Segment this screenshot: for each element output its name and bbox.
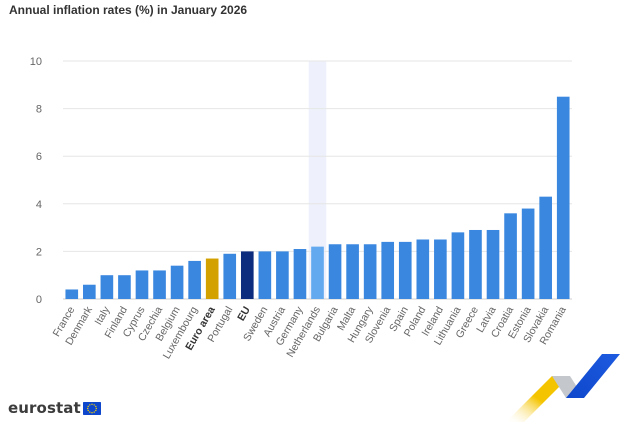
deco-yellow-stripe bbox=[506, 376, 570, 422]
bar[interactable] bbox=[486, 229, 500, 299]
y-tick-label: 0 bbox=[36, 294, 42, 306]
bar[interactable] bbox=[293, 249, 307, 299]
bar[interactable] bbox=[363, 244, 377, 299]
eurostat-logo-text: eurostat bbox=[8, 399, 81, 417]
deco-blue-stripe bbox=[566, 354, 620, 398]
y-tick-label: 8 bbox=[36, 104, 42, 116]
bar[interactable] bbox=[539, 196, 552, 299]
corner-decoration bbox=[506, 354, 620, 422]
bar[interactable] bbox=[118, 275, 131, 299]
x-tick-labels-layer: FranceDenmarkItalyFinlandCyprusCzechiaBe… bbox=[51, 304, 569, 361]
bar[interactable] bbox=[504, 213, 517, 299]
bar[interactable] bbox=[205, 258, 219, 299]
bar[interactable] bbox=[258, 251, 272, 299]
bar[interactable] bbox=[153, 270, 166, 299]
eu-flag-icon bbox=[83, 402, 101, 415]
y-tick-label: 4 bbox=[36, 199, 42, 211]
y-tick-label: 2 bbox=[36, 246, 42, 258]
bar[interactable] bbox=[65, 289, 79, 299]
highlight-band-layer bbox=[308, 61, 327, 299]
bar[interactable] bbox=[276, 251, 289, 299]
bar[interactable] bbox=[451, 232, 465, 299]
bar[interactable] bbox=[521, 208, 535, 299]
y-tick-label: 10 bbox=[30, 56, 42, 68]
bar[interactable] bbox=[240, 251, 254, 299]
bar[interactable] bbox=[381, 241, 395, 299]
bar[interactable] bbox=[434, 239, 447, 300]
bar[interactable] bbox=[311, 246, 324, 299]
y-tick-label: 6 bbox=[36, 151, 42, 163]
bar[interactable] bbox=[170, 265, 184, 299]
bar[interactable] bbox=[83, 284, 96, 299]
bar[interactable] bbox=[346, 244, 359, 299]
bar[interactable] bbox=[416, 239, 430, 300]
highlight-band bbox=[308, 61, 327, 299]
bar[interactable] bbox=[556, 96, 570, 299]
bar[interactable] bbox=[328, 244, 342, 299]
bars-layer bbox=[65, 96, 570, 300]
chart-title: Annual inflation rates (%) in January 20… bbox=[9, 3, 248, 17]
bar[interactable] bbox=[223, 253, 237, 299]
bar[interactable] bbox=[135, 270, 149, 299]
bar[interactable] bbox=[188, 260, 201, 299]
bar[interactable] bbox=[469, 229, 482, 299]
bar[interactable] bbox=[398, 241, 412, 299]
bar[interactable] bbox=[100, 275, 114, 299]
